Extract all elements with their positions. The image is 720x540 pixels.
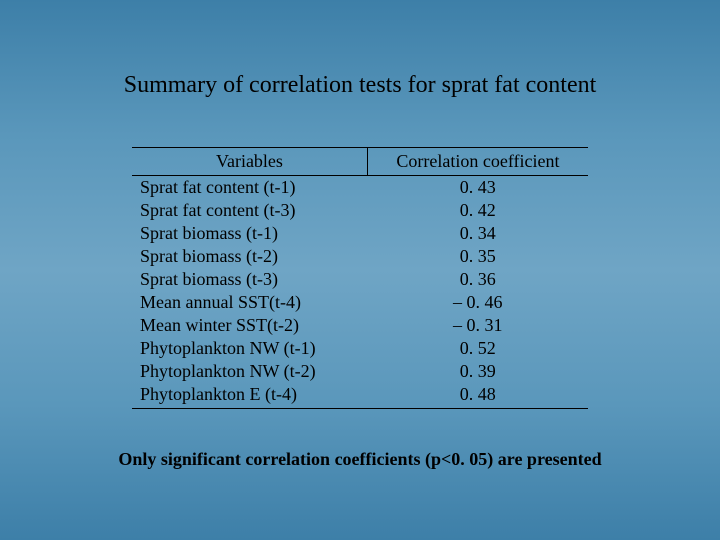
table-row: Phytoplankton NW (t-2) 0. 39 <box>132 360 588 383</box>
value-cell: 0. 36 <box>367 268 588 291</box>
value-cell: – 0. 46 <box>367 291 588 314</box>
value-cell: 0. 43 <box>367 176 588 200</box>
variable-cell: Sprat biomass (t-1) <box>132 222 367 245</box>
table-header-row: Variables Correlation coefficient <box>132 148 588 176</box>
table-body: Sprat fat content (t-1) 0. 43 Sprat fat … <box>132 176 588 409</box>
correlation-table: Variables Correlation coefficient Sprat … <box>132 147 588 409</box>
table-row: Sprat biomass (t-2) 0. 35 <box>132 245 588 268</box>
table-row: Mean winter SST(t-2) – 0. 31 <box>132 314 588 337</box>
table-row: Sprat fat content (t-1) 0. 43 <box>132 176 588 200</box>
value-cell: 0. 42 <box>367 199 588 222</box>
slide: Summary of correlation tests for sprat f… <box>0 0 720 540</box>
slide-title: Summary of correlation tests for sprat f… <box>0 0 720 99</box>
value-cell: 0. 52 <box>367 337 588 360</box>
variable-cell: Sprat fat content (t-1) <box>132 176 367 200</box>
value-cell: 0. 39 <box>367 360 588 383</box>
variable-cell: Sprat biomass (t-2) <box>132 245 367 268</box>
column-header-variables: Variables <box>132 148 367 176</box>
value-cell: 0. 35 <box>367 245 588 268</box>
table-row: Mean annual SST(t-4) – 0. 46 <box>132 291 588 314</box>
table-row: Sprat fat content (t-3) 0. 42 <box>132 199 588 222</box>
value-cell: – 0. 31 <box>367 314 588 337</box>
variable-cell: Phytoplankton E (t-4) <box>132 383 367 409</box>
table-row: Phytoplankton NW (t-1) 0. 52 <box>132 337 588 360</box>
value-cell: 0. 48 <box>367 383 588 409</box>
variable-cell: Phytoplankton NW (t-1) <box>132 337 367 360</box>
variable-cell: Phytoplankton NW (t-2) <box>132 360 367 383</box>
variable-cell: Mean winter SST(t-2) <box>132 314 367 337</box>
table-row: Phytoplankton E (t-4) 0. 48 <box>132 383 588 409</box>
table-row: Sprat biomass (t-1) 0. 34 <box>132 222 588 245</box>
correlation-table-container: Variables Correlation coefficient Sprat … <box>132 147 588 409</box>
value-cell: 0. 34 <box>367 222 588 245</box>
column-header-coefficient: Correlation coefficient <box>367 148 588 176</box>
footnote: Only significant correlation coefficient… <box>0 449 720 470</box>
variable-cell: Sprat fat content (t-3) <box>132 199 367 222</box>
variable-cell: Sprat biomass (t-3) <box>132 268 367 291</box>
variable-cell: Mean annual SST(t-4) <box>132 291 367 314</box>
table-row: Sprat biomass (t-3) 0. 36 <box>132 268 588 291</box>
